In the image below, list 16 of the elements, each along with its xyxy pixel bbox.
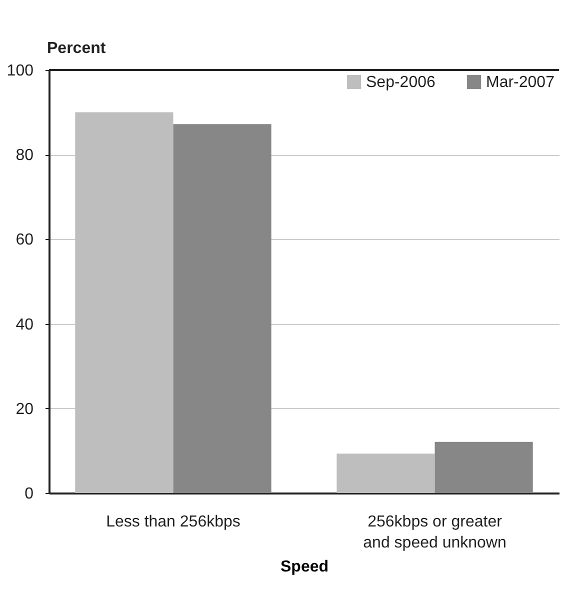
bar xyxy=(173,124,272,493)
bar xyxy=(75,112,174,493)
legend-label: Mar-2007 xyxy=(486,74,555,91)
x-tick-label: Less than 256kbps xyxy=(106,514,240,530)
y-tick-label: 80 xyxy=(16,147,34,164)
y-tick-label: 60 xyxy=(16,232,34,249)
y-tick-label: 100 xyxy=(6,62,34,80)
y-axis-title: Percent xyxy=(47,40,106,57)
x-axis-title: Speed xyxy=(280,558,329,576)
legend-label: Sep-2006 xyxy=(366,74,436,91)
y-tick-label: 40 xyxy=(16,316,34,334)
bar xyxy=(434,442,533,493)
y-tick-label: 20 xyxy=(16,400,34,418)
bar xyxy=(336,454,435,493)
y-tick-label: 0 xyxy=(24,486,34,502)
x-tick-label: 256kbps or greater and speed unknown xyxy=(363,514,506,552)
